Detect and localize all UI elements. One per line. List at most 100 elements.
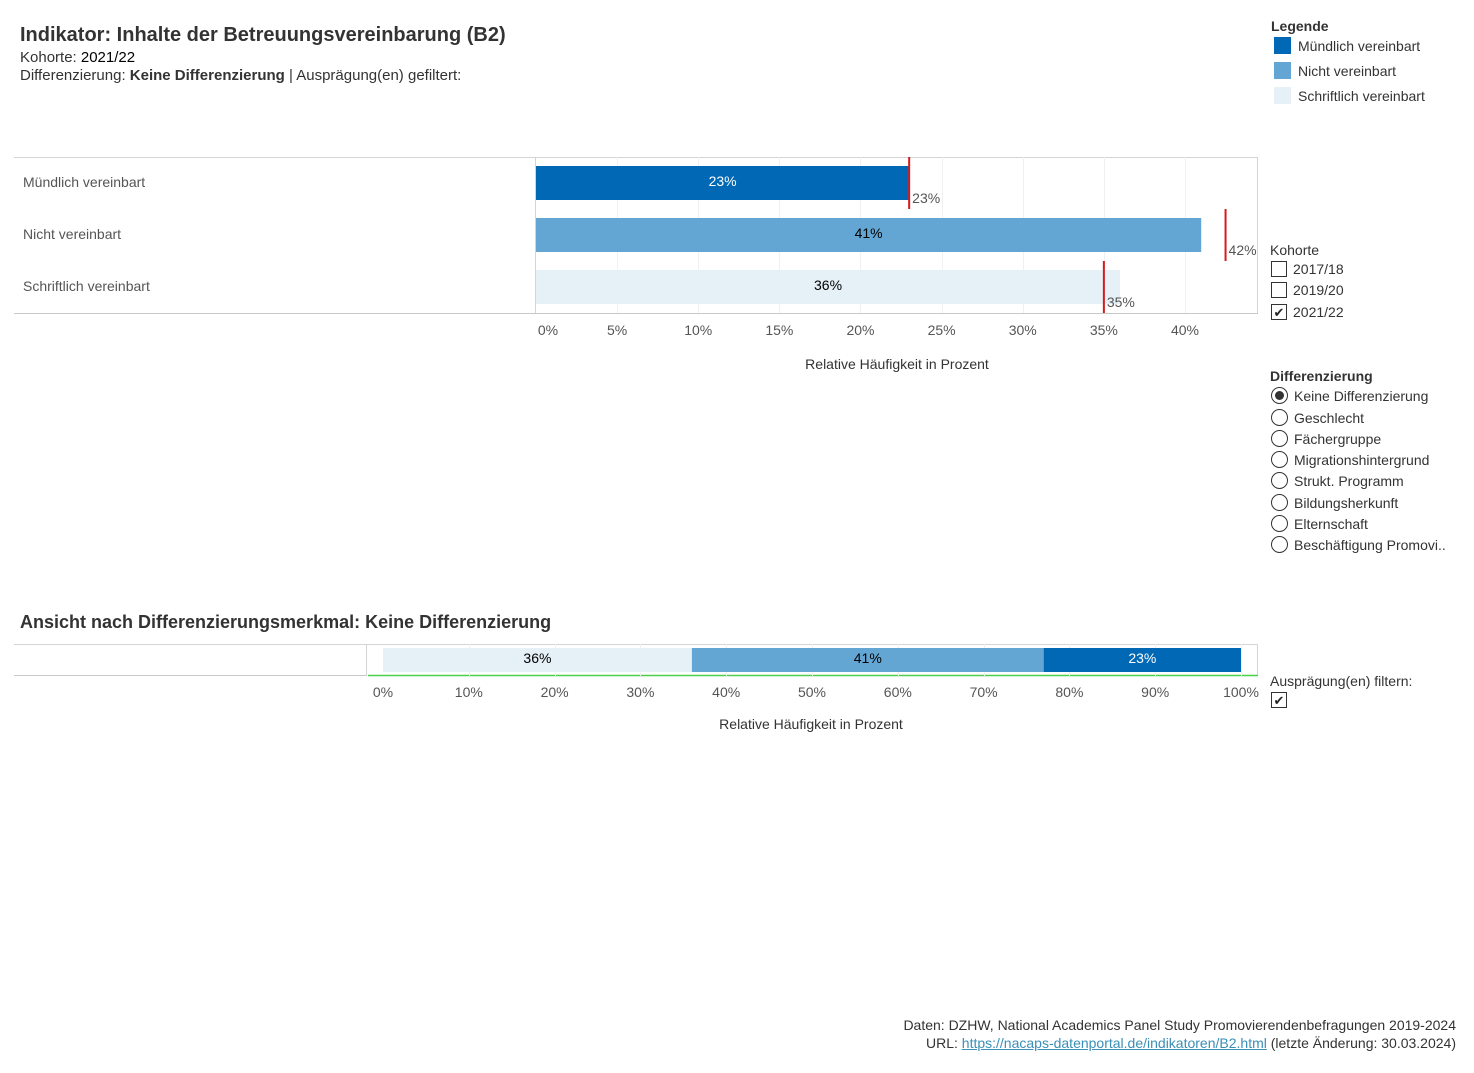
x-tick-label: 5%	[606, 322, 628, 338]
footer-url-link[interactable]: https://nacaps-datenportal.de/indikatore…	[961, 1035, 1267, 1051]
legend-label: Nicht vereinbart	[1298, 62, 1397, 79]
bar-value-label: 41%	[854, 225, 883, 241]
legend-label: Mündlich vereinbart	[1298, 37, 1421, 54]
x-tick-label: 90%	[1141, 684, 1170, 700]
category-label: Schriftlich vereinbart	[23, 278, 150, 294]
kohorte-option-2021-22[interactable]: ✔ 2021/22	[1271, 304, 1344, 320]
auspraegung-filter-toggle[interactable]: ✔	[1271, 692, 1293, 708]
diff-value: Keine Differenzierung	[129, 67, 285, 84]
x-tick-label: 40%	[712, 684, 741, 700]
x-tick-label: 10%	[454, 684, 483, 700]
option-label: Geschlecht	[1294, 409, 1365, 426]
x-tick-label: 30%	[1008, 322, 1037, 338]
checkbox-checked[interactable]: ✔	[1271, 692, 1287, 708]
diff-option-migrationshintergrund[interactable]: Migrationshintergrund	[1271, 451, 1429, 468]
x-tick-label: 40%	[1170, 322, 1199, 338]
footer-source: Daten: DZHW, National Academics Panel St…	[903, 1017, 1456, 1033]
reference-value-label: 42%	[1228, 242, 1257, 258]
section2-title: Ansicht nach Differenzierungsmerkmal: Ke…	[20, 612, 552, 632]
page-title: Indikator: Inhalte der Betreuungsvereinb…	[20, 24, 506, 46]
bar	[536, 270, 1121, 304]
bar	[536, 218, 1202, 252]
bar	[536, 166, 910, 200]
reference-value-label: 23%	[912, 190, 941, 206]
x-axis-title: Relative Häufigkeit in Prozent	[805, 356, 989, 372]
stacked-segment	[691, 648, 1044, 672]
diff-option-faechergruppe[interactable]: Fächergruppe	[1271, 430, 1381, 447]
option-label: 2017/18	[1293, 261, 1344, 277]
x-tick-label: 100%	[1223, 684, 1259, 700]
radio-dot-icon	[1275, 391, 1284, 400]
segment-value-label: 41%	[853, 650, 882, 666]
checkmark-icon: ✔	[1273, 304, 1285, 320]
diff-option-keine[interactable]: Keine Differenzierung	[1271, 387, 1428, 404]
legend-swatch	[1274, 37, 1291, 54]
diff-option-bildungsherkunft[interactable]: Bildungsherkunft	[1271, 494, 1398, 511]
x-tick-label: 30%	[626, 684, 655, 700]
diff-suffix: | Ausprägung(en) gefiltert:	[284, 67, 462, 84]
checkbox-checked[interactable]: ✔	[1271, 304, 1287, 320]
x-tick-label: 70%	[969, 684, 998, 700]
option-label: Fächergruppe	[1294, 430, 1382, 447]
kohorte-line: Kohorte: 2021/22	[20, 49, 135, 66]
diff-option-strukt-programm[interactable]: Strukt. Programm	[1271, 472, 1404, 489]
radio[interactable]	[1271, 430, 1288, 447]
option-label: Keine Differenzierung	[1294, 387, 1429, 404]
radio[interactable]	[1271, 451, 1288, 468]
radio[interactable]	[1271, 409, 1288, 426]
x-tick-label: 0%	[372, 684, 394, 700]
reference-value-label: 35%	[1106, 294, 1135, 310]
option-label: 2021/22	[1293, 304, 1344, 320]
segment-value-label: 36%	[523, 650, 552, 666]
legend-swatch	[1274, 62, 1291, 79]
radio[interactable]	[1271, 494, 1288, 511]
legend-item-schriftlich[interactable]: Schriftlich vereinbart	[1274, 87, 1425, 104]
diff-option-geschlecht[interactable]: Geschlecht	[1271, 409, 1364, 426]
x-tick-label: 35%	[1089, 322, 1118, 338]
checkmark-icon: ✔	[1273, 692, 1285, 708]
radio-selected[interactable]	[1271, 387, 1288, 404]
radio[interactable]	[1271, 515, 1288, 532]
kohorte-option-2019-20[interactable]: 2019/20	[1271, 282, 1344, 298]
x-tick-label: 80%	[1055, 684, 1084, 700]
kohorte-option-2017-18[interactable]: 2017/18	[1271, 261, 1344, 277]
bar-value-label: 36%	[814, 277, 843, 293]
legend-item-nicht[interactable]: Nicht vereinbart	[1274, 62, 1396, 79]
option-label: Strukt. Programm	[1294, 472, 1404, 489]
legend-swatch	[1274, 87, 1291, 104]
x-tick-label: 0%	[537, 322, 559, 338]
category-label: Nicht vereinbart	[23, 226, 122, 242]
x-tick-label: 10%	[684, 322, 713, 338]
kohorte-filter-label: Kohorte	[1270, 242, 1320, 258]
x-tick-label: 60%	[883, 684, 912, 700]
kohorte-label: Kohorte:	[20, 49, 81, 66]
diff-option-beschaeftigung[interactable]: Beschäftigung Promovi..	[1271, 536, 1446, 553]
x-tick-label: 25%	[927, 322, 956, 338]
auspraegung-filter-label: Ausprägung(en) filtern:	[1270, 673, 1413, 689]
x-axis-title: Relative Häufigkeit in Prozent	[719, 716, 903, 732]
x-tick-label: 15%	[765, 322, 794, 338]
radio[interactable]	[1271, 536, 1288, 553]
footer-url-label: URL:	[925, 1035, 962, 1051]
legend-label: Schriftlich vereinbart	[1298, 87, 1425, 104]
legend-item-muendlich[interactable]: Mündlich vereinbart	[1274, 37, 1420, 54]
option-label: Elternschaft	[1294, 515, 1368, 532]
legend-title: Legende	[1271, 18, 1329, 34]
option-label: 2019/20	[1293, 282, 1344, 298]
radio[interactable]	[1271, 472, 1288, 489]
bar-value-label: 23%	[708, 173, 737, 189]
option-label: Migrationshintergrund	[1294, 451, 1430, 468]
diff-option-elternschaft[interactable]: Elternschaft	[1271, 515, 1368, 532]
category-label: Mündlich vereinbart	[23, 174, 146, 190]
differenzierung-label: Differenzierung	[1270, 368, 1373, 384]
checkbox[interactable]	[1271, 261, 1287, 277]
stacked-segment	[383, 648, 692, 672]
x-tick-label: 20%	[846, 322, 875, 338]
differenzierung-line: Differenzierung: Keine Differenzierung |…	[20, 67, 461, 84]
stacked-segment	[1043, 648, 1241, 672]
segment-value-label: 23%	[1128, 650, 1157, 666]
option-label: Beschäftigung Promovi..	[1294, 536, 1446, 553]
checkbox[interactable]	[1271, 282, 1287, 298]
